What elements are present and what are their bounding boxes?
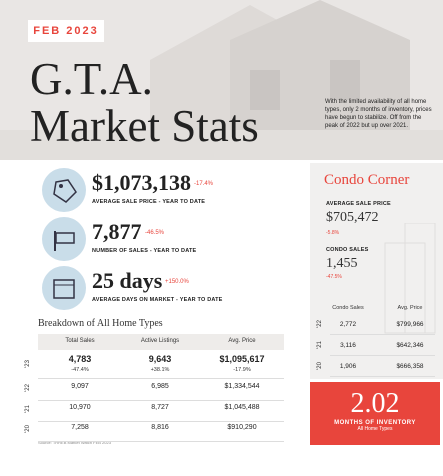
inventory-value: 2.02 xyxy=(350,388,400,419)
stat-change: -17.4% xyxy=(194,181,214,187)
inventory-label: MONTHS OF INVENTORY xyxy=(334,420,416,426)
condo-title: Condo Corner xyxy=(324,172,410,188)
column-header: Total Sales xyxy=(65,338,95,344)
row-divider xyxy=(38,378,284,379)
stat-value: $1,073,138 xyxy=(92,170,191,195)
house-illustration xyxy=(0,0,443,160)
table-header-bg xyxy=(38,334,284,350)
stat-label: NUMBER OF SALES - YEAR TO DATE xyxy=(92,248,197,254)
cell-value: 8,816 xyxy=(151,424,169,431)
row-year: '21 xyxy=(24,405,31,413)
icon xyxy=(53,179,77,203)
cell-value: $1,334,544 xyxy=(224,383,260,390)
cell-value: 6,985 xyxy=(151,383,169,390)
cell-value: 9,097 xyxy=(71,383,89,390)
cell-value: $1,045,488 xyxy=(224,404,260,411)
stat-value: 7,877 xyxy=(92,219,142,244)
stat-label: AVERAGE SALE PRICE - YEAR TO DATE xyxy=(92,199,206,205)
cell-value: 7,258 xyxy=(71,424,89,431)
cell-value: $910,290 xyxy=(227,424,257,431)
row-year: '23 xyxy=(24,360,31,368)
inventory-box: 2.02 MONTHS OF INVENTORY All Home Types xyxy=(310,382,440,445)
icon xyxy=(54,231,75,251)
cell-change: -17.9% xyxy=(233,367,251,373)
condo-cell: 1,906 xyxy=(339,363,357,370)
icon xyxy=(53,279,75,299)
date-badge: FEB 2023 xyxy=(28,20,104,42)
condo-divider xyxy=(330,355,435,356)
row-divider xyxy=(38,400,284,401)
cell-value: 4,783 xyxy=(68,354,92,364)
inventory-sublabel: All Home Types xyxy=(357,426,393,432)
condo-panel xyxy=(310,163,443,379)
description: With the limited availability of all hom… xyxy=(325,99,432,129)
stat-icon xyxy=(42,266,86,310)
cell-change: +38.1% xyxy=(150,367,170,373)
breakdown-title: Breakdown of All Home Types xyxy=(38,318,163,329)
title-line1: G.T.A. xyxy=(30,54,153,104)
stat-change: -46.5% xyxy=(145,230,165,236)
cell-value: $1,095,617 xyxy=(219,354,265,364)
stat-change: +150.0% xyxy=(165,279,189,285)
condo-price: $705,472 xyxy=(326,210,379,225)
cell-value: 8,727 xyxy=(151,404,169,411)
condo-cell: 2,772 xyxy=(339,321,357,328)
cell-value: 9,643 xyxy=(148,354,172,364)
cell-change: -47.4% xyxy=(71,367,89,373)
condo-cell: 3,116 xyxy=(340,342,356,349)
column-header: Avg. Price xyxy=(228,338,256,344)
condo-cell: $642,346 xyxy=(396,342,424,349)
stat-label: AVERAGE DAYS ON MARKET - YEAR TO DATE xyxy=(92,297,223,303)
stat-icon xyxy=(42,168,86,212)
row-year: '22 xyxy=(24,384,31,392)
title-line2: Market Stats xyxy=(30,101,259,151)
condo-sales: 1,455 xyxy=(326,256,358,271)
condo-column-header: Avg. Price xyxy=(397,305,423,311)
condo-sales-change: -47.5% xyxy=(326,274,342,280)
condo-divider xyxy=(330,334,435,335)
cell-value: 10,970 xyxy=(69,404,91,411)
building-illustration xyxy=(384,223,436,334)
row-divider xyxy=(38,441,284,442)
condo-cell: $799,966 xyxy=(396,321,424,328)
condo-sales-label: CONDO SALES xyxy=(326,247,369,253)
column-header: Active Listings xyxy=(140,338,180,344)
row-year: '20 xyxy=(24,425,31,433)
condo-price-label: AVERAGE SALE PRICE xyxy=(326,201,391,207)
condo-price-change: -5.8% xyxy=(326,230,340,236)
condo-cell: $666,358 xyxy=(396,363,424,370)
row-divider xyxy=(38,421,284,422)
source: Source: TRREB Market Watch FEB 2023 xyxy=(38,440,111,445)
condo-divider xyxy=(330,376,435,377)
condo-column-header: Condo Sales xyxy=(332,305,364,311)
stat-value: 25 days xyxy=(92,268,163,293)
header-background xyxy=(0,0,443,160)
stat-icon xyxy=(42,217,86,261)
